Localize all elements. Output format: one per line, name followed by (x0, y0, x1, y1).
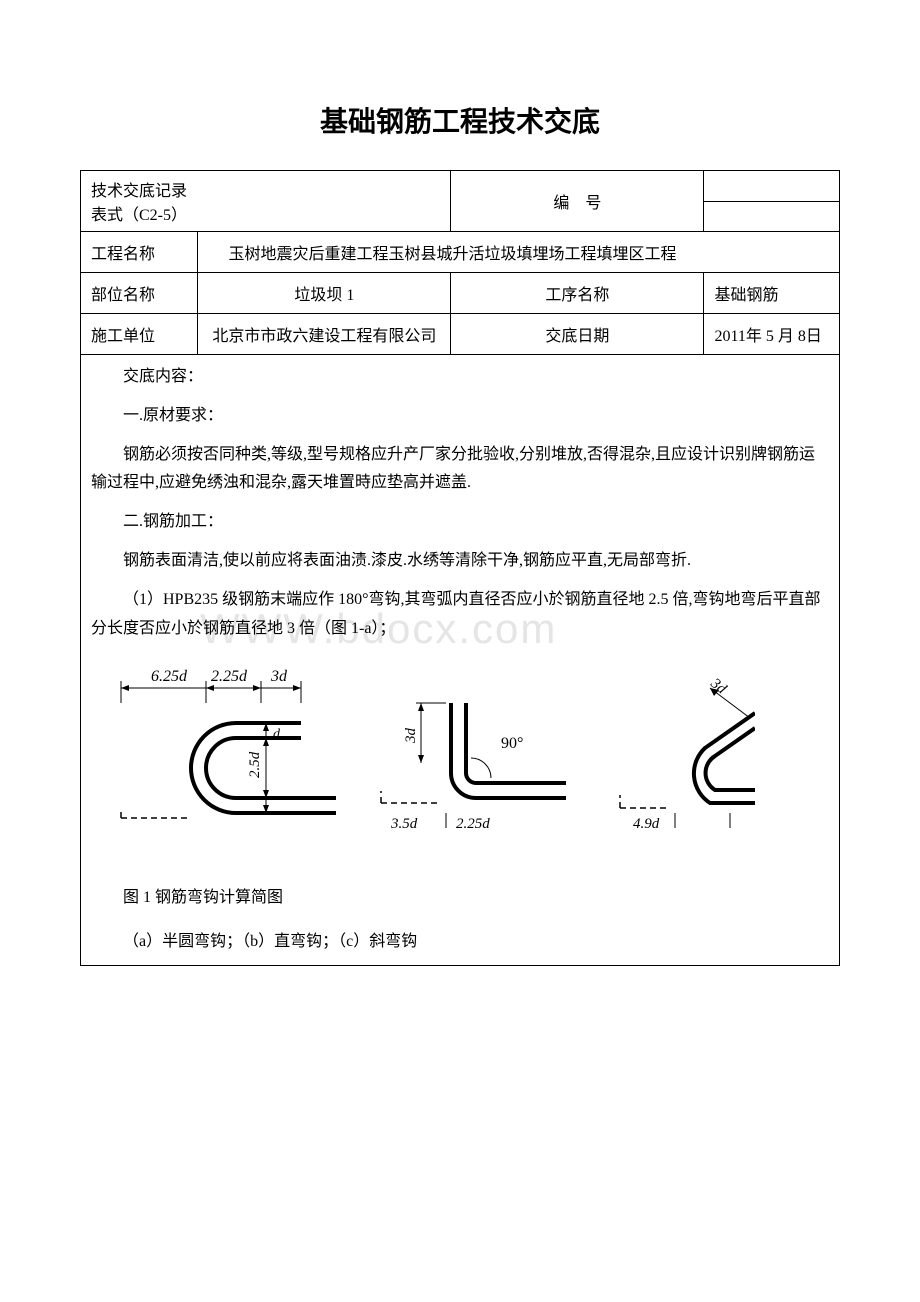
construction-unit-value: 北京市市政六建设工程有限公司 (198, 314, 451, 355)
dim-b-bottom1: 3.5d (390, 816, 418, 832)
angle-b: 90° (501, 735, 523, 752)
delivery-date-label: 交底日期 (451, 314, 704, 355)
construction-unit-row: 施工单位 北京市市政六建设工程有限公司 交底日期 2011年 5 月 8日 (81, 314, 840, 355)
dim-b-side: 3d (403, 728, 419, 745)
content-heading: 交底内容： (91, 363, 829, 392)
document-table: 技术交底记录 表式（C2-5） 编 号 工程名称 玉树地震灾后重建工程玉树县城升… (80, 170, 840, 966)
section1-title: 一.原材要求： (91, 402, 829, 431)
hook-diagram-a-icon: 6.25d 2.25d 3d 2.5d d (111, 663, 341, 843)
dim-a-top3: 3d (270, 668, 288, 685)
figure-caption: 图 1 钢筋弯钩计算简图 (91, 884, 829, 913)
dim-c-bottom: 4.9d (633, 816, 660, 832)
diagram-c: 3d 4.9d (615, 663, 829, 854)
section2-body1: 钢筋表面清洁,使以前应将表面油渍.漆皮.水绣等清除干净,钢筋应平直,无局部弯折. (91, 547, 829, 576)
diagram-container: 6.25d 2.25d 3d 2.5d d (111, 663, 829, 854)
record-label-line2: 表式（C2-5） (91, 201, 440, 225)
figure-subcaption: （a）半圆弯钩；（b）直弯钩；（c）斜弯钩 (91, 928, 829, 957)
number-label: 编 号 (451, 171, 704, 232)
header-row-1: 技术交底记录 表式（C2-5） 编 号 (81, 171, 840, 202)
part-name-label: 部位名称 (81, 273, 198, 314)
hook-diagram-b-icon: 90° 3d 3.5d 2.25d (371, 663, 571, 843)
hook-diagram-c-icon: 3d 4.9d (615, 663, 755, 843)
record-label-line1: 技术交底记录 (91, 177, 440, 201)
dim-a-top2: 2.25d (211, 668, 248, 685)
section2-title: 二.钢筋加工： (91, 508, 829, 537)
process-name-value: 基础钢筋 (704, 273, 840, 314)
part-name-value: 垃圾坝 1 (198, 273, 451, 314)
diagram-a: 6.25d 2.25d 3d 2.5d d (111, 663, 341, 854)
dim-a-side1: 2.5d (247, 752, 263, 779)
content-cell: 交底内容： 一.原材要求： 钢筋必须按否同种类,等级,型号规格应升产厂家分批验收… (81, 355, 840, 966)
delivery-date-value: 2011年 5 月 8日 (704, 314, 840, 355)
number-value-bottom (704, 201, 840, 232)
project-name-label: 工程名称 (81, 232, 198, 273)
diagram-b: 90° 3d 3.5d 2.25d (371, 663, 585, 854)
project-name-value: 玉树地震灾后重建工程玉树县城升活垃圾填埋场工程填埋区工程 (198, 232, 840, 273)
project-name-row: 工程名称 玉树地震灾后重建工程玉树县城升活垃圾填埋场工程填埋区工程 (81, 232, 840, 273)
section1-body: 钢筋必须按否同种类,等级,型号规格应升产厂家分批验收,分别堆放,否得混杂,且应设… (91, 441, 829, 499)
record-form-label: 技术交底记录 表式（C2-5） (81, 171, 451, 232)
construction-unit-label: 施工单位 (81, 314, 198, 355)
dim-a-side2: d (273, 727, 281, 742)
page-title: 基础钢筋工程技术交底 (80, 100, 840, 140)
section2-body2: （1）HPB235 级钢筋末端应作 180°弯钩,其弯弧内直径否应小於钢筋直径地… (91, 586, 829, 644)
dim-a-top1: 6.25d (151, 668, 188, 685)
dim-b-bottom2: 2.25d (456, 816, 490, 832)
content-row: 交底内容： 一.原材要求： 钢筋必须按否同种类,等级,型号规格应升产厂家分批验收… (81, 355, 840, 966)
number-value-top (704, 171, 840, 202)
process-name-label: 工序名称 (451, 273, 704, 314)
part-name-row: 部位名称 垃圾坝 1 工序名称 基础钢筋 (81, 273, 840, 314)
dim-c-top: 3d (707, 675, 730, 698)
